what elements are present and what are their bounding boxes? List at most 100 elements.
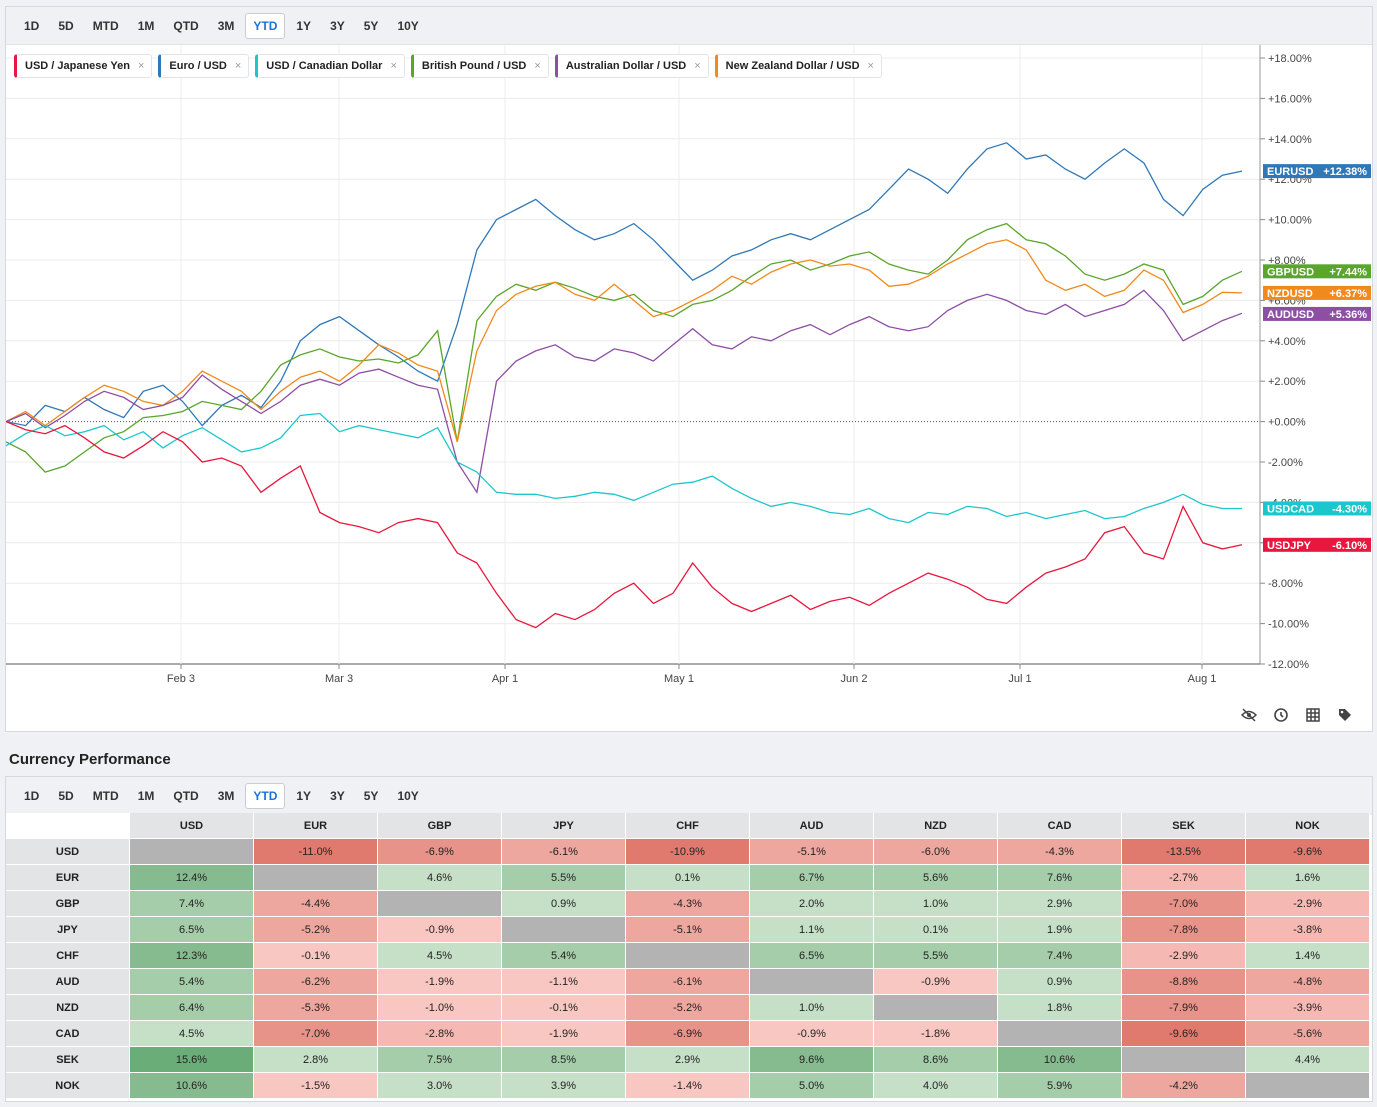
close-icon[interactable]: × — [694, 60, 701, 72]
matrix-cell: 4.6% — [378, 865, 502, 891]
legend-chip[interactable]: Euro / USD × — [158, 54, 250, 78]
chart-tab-mtd[interactable]: MTD — [92, 18, 119, 33]
performance-tab-qtd[interactable]: QTD — [173, 788, 199, 803]
chart-tab-10y[interactable]: 10Y — [397, 18, 419, 33]
matrix-row-header: CAD — [6, 1021, 130, 1047]
matrix-row-header: USD — [6, 839, 130, 865]
performance-tab-5y[interactable]: 5Y — [363, 788, 379, 803]
last-value-symbol: GBPUSD — [1267, 266, 1314, 278]
performance-tab-3m[interactable]: 3M — [217, 788, 235, 803]
close-icon[interactable]: × — [867, 60, 874, 72]
legend-label: Australian Dollar / USD — [565, 60, 687, 72]
series-line-audusd — [6, 289, 1243, 495]
legend-chip[interactable]: USD / Canadian Dollar × — [255, 54, 405, 78]
performance-tab-1y[interactable]: 1Y — [296, 788, 312, 803]
matrix-row: USD -11.0% -6.9% -6.1% -10.9% -5.1% -6.0% -4.3%… — [6, 839, 1370, 865]
matrix-cell: 5.9% — [998, 1073, 1122, 1099]
performance-range-tabs: 1D 5D MTD 1M QTD 3M YTD 1Y 3Y 5Y 10Y — [6, 777, 1372, 815]
matrix-cell: -4.8% — [1246, 969, 1370, 995]
matrix-column-header: EUR — [254, 813, 378, 839]
matrix-cell: -2.9% — [1122, 943, 1246, 969]
matrix-cell: -13.5% — [1122, 839, 1246, 865]
grid-icon[interactable] — [1304, 707, 1322, 725]
matrix-cell: 0.1% — [874, 917, 998, 943]
chart-tab-1y[interactable]: 1Y — [296, 18, 312, 33]
matrix-cell: -2.7% — [1122, 865, 1246, 891]
matrix-column-header: SEK — [1122, 813, 1246, 839]
eye-off-icon[interactable] — [1240, 707, 1258, 725]
matrix-row-header: AUD — [6, 969, 130, 995]
matrix-cell: -1.5% — [254, 1073, 378, 1099]
performance-tab-1m[interactable]: 1M — [137, 788, 155, 803]
chart-range-tabs: 1D 5D MTD 1M QTD 3M YTD 1Y 3Y 5Y 10Y — [6, 7, 1372, 45]
matrix-cell: -9.6% — [1122, 1021, 1246, 1047]
y-tick-label: +4.00% — [1268, 336, 1306, 348]
matrix-cell: 2.8% — [254, 1047, 378, 1073]
matrix-cell: -6.9% — [378, 839, 502, 865]
close-icon[interactable]: × — [234, 60, 242, 72]
legend-label: USD / Japanese Yen — [25, 60, 130, 72]
matrix-row: AUD 5.4% -6.2% -1.9% -1.1% -6.1% -0.9% 0.9% -8.8… — [6, 969, 1370, 995]
matrix-cell: 1.1% — [750, 917, 874, 943]
y-tick-label: +18.00% — [1268, 53, 1312, 65]
matrix-column-header: NOK — [1246, 813, 1370, 839]
legend-chip[interactable]: New Zealand Dollar / USD × — [714, 54, 882, 78]
tags-icon[interactable] — [1336, 707, 1354, 725]
series-line-eurusd — [6, 142, 1243, 427]
last-value-tag-bg — [1263, 537, 1371, 552]
close-icon[interactable]: × — [534, 60, 541, 72]
matrix-cell: -4.3% — [626, 891, 750, 917]
matrix-cell: 4.4% — [1246, 1047, 1370, 1073]
matrix-cell: 1.0% — [750, 995, 874, 1021]
matrix-cell: 2.9% — [626, 1047, 750, 1073]
performance-tab-ytd[interactable]: YTD — [245, 782, 286, 809]
matrix-row-header: EUR — [6, 865, 130, 891]
matrix-cell: -4.2% — [1122, 1073, 1246, 1099]
last-value-tag: EURUSD +12.38% — [1263, 164, 1371, 179]
legend-chip[interactable]: Australian Dollar / USD × — [554, 54, 709, 78]
performance-tab-1d[interactable]: 1D — [24, 788, 40, 803]
legend-chip[interactable]: British Pound / USD × — [410, 54, 549, 78]
chart-tab-1m[interactable]: 1M — [137, 18, 155, 33]
legend-label: Euro / USD — [169, 60, 227, 72]
chart-tab-5d[interactable]: 5D — [58, 18, 74, 33]
matrix-cell: -1.0% — [378, 995, 502, 1021]
y-tick-label: +0.00% — [1268, 417, 1306, 429]
x-tick-label: Mar 3 — [325, 673, 353, 685]
performance-tab-5d[interactable]: 5D — [58, 788, 74, 803]
matrix-cell: 10.6% — [130, 1073, 254, 1099]
close-icon[interactable]: × — [137, 60, 145, 72]
matrix-cell: -3.9% — [1246, 995, 1370, 1021]
matrix-cell: -1.9% — [502, 1021, 626, 1047]
matrix-row-header: JPY — [6, 917, 130, 943]
line-chart[interactable]: +18.00%+16.00%+14.00%+12.00%+10.00%+8.00… — [6, 45, 1372, 695]
chart-tab-5y[interactable]: 5Y — [363, 18, 379, 33]
performance-tab-mtd[interactable]: MTD — [92, 788, 119, 803]
last-value-number: -6.10% — [1332, 540, 1367, 552]
matrix-cell: -0.9% — [750, 1021, 874, 1047]
matrix-row-header: NOK — [6, 1073, 130, 1099]
performance-tab-3y[interactable]: 3Y — [330, 788, 345, 803]
matrix-cell: -6.1% — [502, 839, 626, 865]
series-line-usdjpy — [6, 420, 1243, 629]
matrix-cell: -4.4% — [254, 891, 378, 917]
performance-tab-10y[interactable]: 10Y — [397, 788, 419, 803]
chart-tab-qtd[interactable]: QTD — [173, 18, 199, 33]
chart-tab-ytd[interactable]: YTD — [245, 12, 286, 39]
matrix-cell: 1.9% — [998, 917, 1122, 943]
matrix-cell: -11.0% — [254, 839, 378, 865]
matrix-cell — [254, 865, 378, 891]
matrix-cell: 7.5% — [378, 1047, 502, 1073]
matrix-cell: -5.1% — [626, 917, 750, 943]
chart-tab-3y[interactable]: 3Y — [330, 18, 345, 33]
series-line-gbpusd — [6, 222, 1243, 473]
matrix-row: SEK 15.6% 2.8% 7.5% 8.5% 2.9% 9.6% 8.6% 10.6% 4.4… — [6, 1047, 1370, 1073]
chart-tab-1d[interactable]: 1D — [24, 18, 40, 33]
legend-chip[interactable]: USD / Japanese Yen × — [14, 54, 153, 78]
chart-tab-3m[interactable]: 3M — [217, 18, 235, 33]
history-icon[interactable] — [1272, 707, 1290, 725]
matrix-cell: 4.5% — [130, 1021, 254, 1047]
matrix-cell: 9.6% — [750, 1047, 874, 1073]
matrix-cell: -0.9% — [874, 969, 998, 995]
close-icon[interactable]: × — [390, 60, 397, 72]
